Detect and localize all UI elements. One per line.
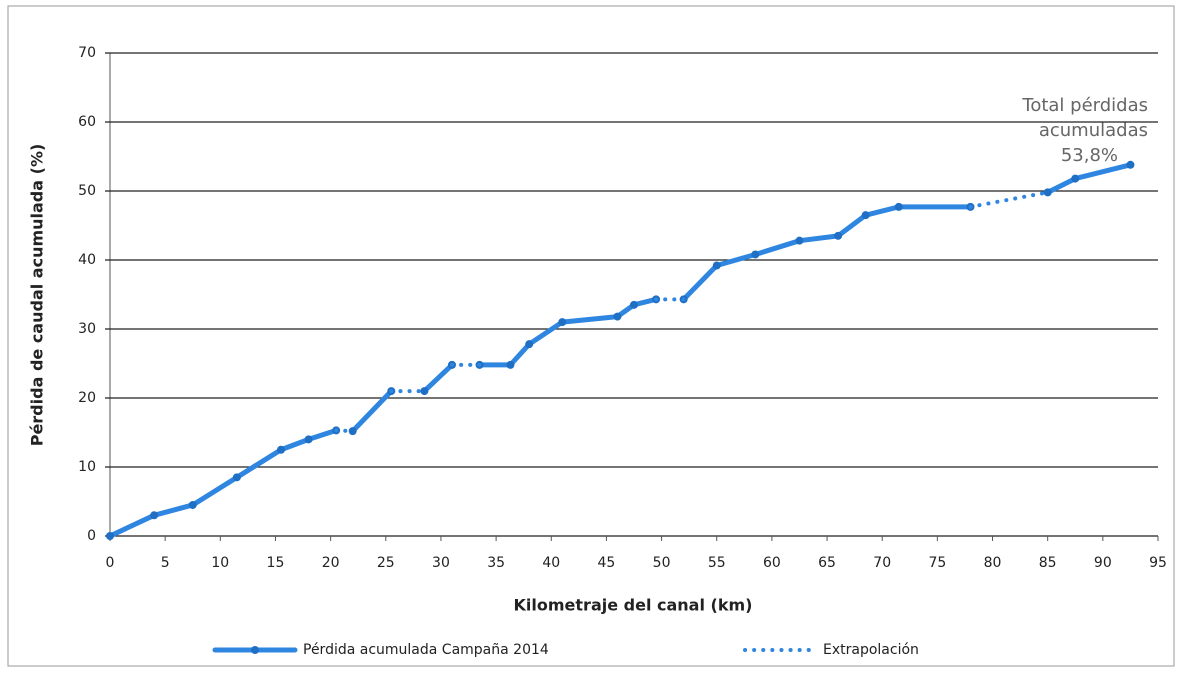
x-tick-label: 55 [708,555,726,571]
x-tick-label: 25 [377,555,395,571]
legend-label: Extrapolación [823,642,919,658]
data-point [232,473,241,482]
data-point [106,532,114,540]
x-tick-label: 50 [653,555,671,571]
extrapolation-line [334,190,1050,434]
legend-marker [251,646,259,654]
x-tick-label: 5 [161,555,170,571]
x-tick-label: 85 [1039,555,1057,571]
y-tick-label: 70 [78,45,96,61]
y-tick-label: 0 [87,528,96,544]
x-tick-label: 10 [211,555,229,571]
chart-frame [7,5,1175,667]
data-point [1126,160,1135,169]
x-tick-label: 80 [984,555,1002,571]
x-tick-label: 20 [322,555,340,571]
data-point [525,340,534,349]
annotation: Total pérdidas [1021,95,1148,116]
x-tick-label: 90 [1094,555,1112,571]
data-point [304,435,313,444]
annotation: acumuladas [1039,120,1148,141]
data-point [795,236,804,245]
y-tick-label: 50 [78,183,96,199]
data-line [107,162,1133,539]
x-tick-label: 0 [106,555,115,571]
y-axis-title: Pérdida de caudal acumulada (%) [28,144,47,447]
x-tick-label: 70 [873,555,891,571]
data-point [150,511,159,520]
y-tick-label: 60 [78,114,96,130]
data-point [613,312,622,321]
data-point [276,445,285,454]
x-tick-label: 65 [818,555,836,571]
x-tick-label: 95 [1149,555,1167,571]
data-point [1071,174,1080,183]
x-tick-label: 15 [267,555,285,571]
data-point [348,427,357,436]
data-point [861,211,870,220]
data-point [834,231,843,240]
y-tick-label: 40 [78,252,96,268]
x-tick-label: 45 [598,555,616,571]
x-tick-label: 60 [763,555,781,571]
data-point [558,318,567,327]
x-tick-label: 35 [487,555,505,571]
annotation: 53,8% [1061,145,1118,166]
data-point [1043,188,1052,197]
data-point [712,261,721,270]
x-axis-title: Kilometraje del canal (km) [514,596,753,615]
y-tick-label: 10 [78,459,96,475]
data-point [506,360,515,369]
y-tick-label: 20 [78,390,96,406]
data-point [630,300,638,309]
y-tick-label: 30 [78,321,96,337]
data-point [751,250,760,259]
legend-label: Pérdida acumulada Campaña 2014 [303,642,549,658]
data-point [894,202,903,211]
data-point [420,387,429,396]
x-tick-label: 30 [432,555,450,571]
x-tick-label: 40 [542,555,560,571]
data-point [188,500,197,509]
x-tick-label: 75 [928,555,946,571]
